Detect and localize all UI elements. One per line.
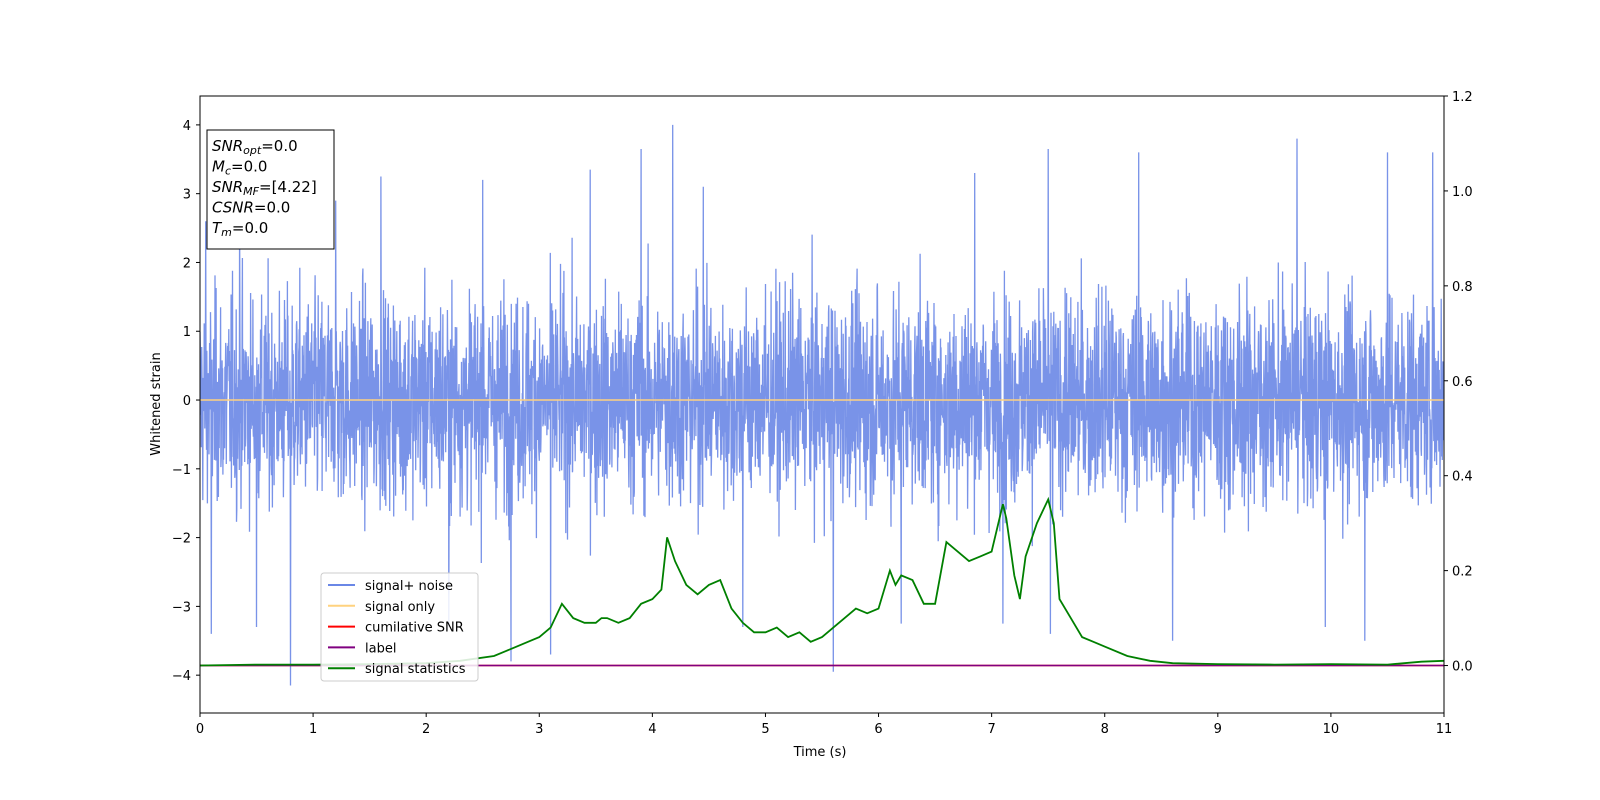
x-axis-label: Time (s) bbox=[793, 745, 847, 760]
info-box-line: SNRMF=[4.22] bbox=[212, 178, 317, 198]
plot-frame bbox=[199, 95, 1445, 714]
x-tick-label: 2 bbox=[422, 722, 430, 737]
info-box-line: CSNR=0.0 bbox=[212, 199, 290, 217]
y-tick-label: 1 bbox=[183, 325, 191, 340]
info-box-frame bbox=[206, 129, 335, 250]
y-axis-label: Whitened strain bbox=[149, 352, 164, 455]
x-tick-label: 10 bbox=[1323, 722, 1340, 737]
legend-label: label bbox=[365, 641, 396, 656]
x-axis: 0 1 2 3 4 5 6 7 8 9 10 11 bbox=[196, 713, 1452, 737]
y-right-tick-label: 0.8 bbox=[1452, 280, 1473, 295]
x-tick-label: 7 bbox=[987, 722, 995, 737]
x-tick-label: 9 bbox=[1214, 722, 1222, 737]
x-tick-label: 3 bbox=[535, 722, 543, 737]
y-axis-right: 0.0 0.2 0.4 0.6 0.8 1.0 1.2 bbox=[1444, 90, 1473, 675]
y-tick-label: 0 bbox=[183, 394, 191, 409]
legend-label: signal+ noise bbox=[365, 579, 453, 594]
y-tick-label: −2 bbox=[172, 532, 191, 547]
y-tick-label: 4 bbox=[183, 119, 191, 134]
series-signal-noise bbox=[200, 124, 1444, 686]
y-right-tick-label: 1.2 bbox=[1452, 90, 1473, 105]
y-tick-label: −4 bbox=[172, 669, 191, 684]
y-right-tick-label: 0.0 bbox=[1452, 660, 1473, 675]
y-tick-label: 2 bbox=[183, 256, 191, 271]
y-tick-label: −3 bbox=[172, 600, 191, 615]
x-tick-label: 0 bbox=[196, 722, 204, 737]
x-tick-label: 5 bbox=[761, 722, 769, 737]
y-tick-label: −1 bbox=[172, 463, 191, 478]
x-tick-label: 11 bbox=[1436, 722, 1453, 737]
x-tick-label: 8 bbox=[1101, 722, 1109, 737]
legend-label: signal statistics bbox=[365, 662, 466, 677]
y-right-tick-label: 0.2 bbox=[1452, 565, 1473, 580]
x-tick-label: 6 bbox=[874, 722, 882, 737]
legend-label: cumilative SNR bbox=[365, 621, 464, 636]
y-right-tick-label: 0.6 bbox=[1452, 375, 1473, 390]
legend: signal+ noise signal only cumilative SNR la… bbox=[320, 572, 479, 682]
legend-frame bbox=[320, 572, 479, 682]
series-line-signal-statistics bbox=[200, 496, 1444, 667]
y-right-tick-label: 1.0 bbox=[1452, 185, 1473, 200]
info-box-line: Tm=0.0 bbox=[212, 219, 268, 239]
legend-label: signal only bbox=[365, 600, 435, 615]
x-tick-label: 1 bbox=[309, 722, 317, 737]
x-tick-label: 4 bbox=[648, 722, 656, 737]
y-tick-label: 3 bbox=[183, 188, 191, 203]
signal-noise-line bbox=[200, 124, 1444, 686]
y-axis-left: −4 −3 −2 −1 0 1 2 3 4 bbox=[172, 119, 200, 684]
info-box-line: Mc=0.0 bbox=[212, 158, 267, 178]
info-box-line: SNRopt=0.0 bbox=[212, 137, 298, 157]
y-right-tick-label: 0.4 bbox=[1452, 470, 1473, 485]
